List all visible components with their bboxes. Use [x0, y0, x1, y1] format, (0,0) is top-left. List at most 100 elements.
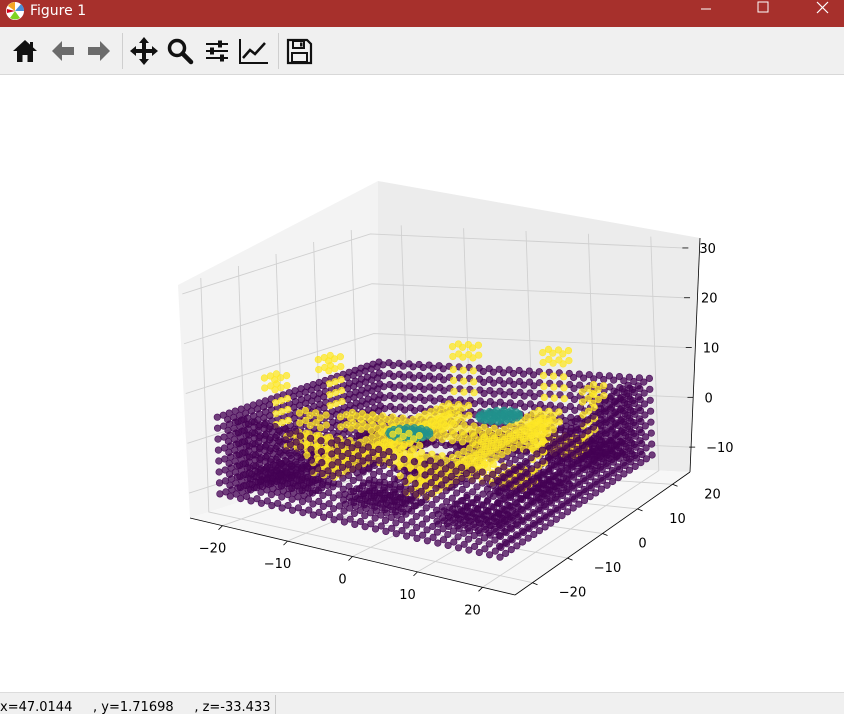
back-button[interactable]: [46, 33, 80, 69]
move-icon: [130, 37, 158, 65]
scatter-point: [367, 509, 375, 517]
scatter-point: [506, 422, 514, 430]
scatter-point: [365, 454, 373, 462]
scatter-point: [530, 382, 538, 390]
scatter-point: [520, 427, 529, 436]
scatter-point: [284, 416, 292, 425]
scatter-point: [588, 389, 596, 397]
save-button[interactable]: [282, 33, 316, 69]
scatter-point: [550, 383, 558, 391]
scatter-point: [546, 497, 554, 505]
scatter-point: [562, 475, 571, 483]
scatter-point: [335, 491, 343, 499]
scatter-point: [519, 370, 528, 378]
pan-button[interactable]: [127, 33, 161, 69]
scatter-point: [337, 376, 345, 384]
y-tick-label: 20: [704, 487, 721, 502]
scatter-point: [493, 436, 501, 444]
close-button[interactable]: [800, 0, 844, 20]
scatter-point: [450, 387, 458, 396]
scatter-point: [215, 479, 224, 487]
scatter-point: [540, 490, 548, 498]
scatter-point: [637, 459, 645, 467]
scatter-point: [470, 531, 478, 540]
maximize-button[interactable]: [741, 0, 785, 20]
scatter-point: [550, 461, 559, 469]
scatter-point: [528, 444, 536, 453]
x-tick-label: −20: [199, 542, 226, 557]
scatter-point: [215, 468, 223, 476]
scatter-point: [332, 400, 340, 408]
scatter-point: [371, 503, 379, 511]
scatter-point: [293, 471, 301, 479]
minimize-button[interactable]: [684, 0, 728, 20]
scatter-point: [565, 357, 573, 365]
forward-button[interactable]: [82, 33, 116, 69]
scatter-point: [413, 523, 421, 532]
scatter-point: [355, 485, 364, 493]
scatter-point: [480, 378, 488, 387]
scatter-point: [318, 459, 326, 467]
scatter-point: [479, 501, 488, 509]
scatter-point: [224, 426, 232, 435]
scatter-point: [568, 482, 577, 490]
scatter-point: [602, 459, 610, 468]
scatter-point: [606, 412, 615, 420]
subplots-button[interactable]: [200, 33, 234, 69]
scatter-point: [234, 418, 242, 426]
3d-scatter-plot[interactable]: −20 −10 0 10 20 −20 −10 0 10 20 −10 0 10 20 30: [0, 75, 844, 692]
scatter-point: [432, 484, 440, 492]
scatter-point: [624, 433, 633, 441]
scatter-point: [485, 540, 493, 548]
scatter-point: [318, 469, 326, 478]
scatter-point: [569, 493, 577, 501]
home-button[interactable]: [8, 33, 42, 69]
z-tick-label: 10: [703, 342, 720, 357]
scatter-point: [490, 503, 498, 511]
scatter-point: [318, 480, 327, 489]
zoom-button[interactable]: [163, 33, 197, 69]
scatter-point: [630, 429, 638, 438]
scatter-point: [465, 546, 473, 554]
scatter-point: [560, 395, 568, 403]
scatter-point: [640, 378, 648, 386]
scatter-point: [524, 534, 532, 542]
scatter-point: [313, 384, 321, 392]
scatter-point: [469, 510, 478, 518]
scatter-point: [412, 512, 420, 521]
scatter-point: [550, 394, 558, 402]
scatter-point: [552, 515, 560, 523]
scatter-point: [464, 425, 472, 433]
scatter-point: [430, 375, 438, 383]
figure-canvas[interactable]: −20 −10 0 10 20 −20 −10 0 10 20 −10 0 10 20 30: [0, 75, 844, 692]
scatter-point: [624, 411, 632, 420]
scatter-point: [634, 382, 642, 390]
scatter-point: [325, 489, 333, 497]
scatter-point: [535, 505, 543, 513]
scatter-point: [360, 479, 368, 487]
scatter-point: [533, 428, 542, 436]
scatter-point: [320, 513, 328, 521]
scatter-point: [475, 351, 483, 359]
scatter-point: [557, 479, 565, 487]
scatter-point: [344, 449, 352, 458]
scatter-point: [380, 473, 388, 481]
scatter-point: [453, 511, 462, 519]
scatter-point: [368, 398, 376, 406]
scatter-point: [502, 417, 510, 425]
scatter-point: [469, 367, 477, 375]
magnifier-icon: [167, 38, 194, 65]
scatter-point: [422, 493, 430, 501]
scatter-point: [438, 435, 446, 443]
scatter-point: [486, 551, 494, 559]
scatter-point: [543, 419, 551, 428]
scatter-point: [496, 553, 504, 561]
scatter-point: [215, 457, 223, 465]
scatter-point: [439, 365, 447, 373]
scatter-point: [459, 366, 467, 374]
scatter-point: [585, 471, 594, 479]
customize-button[interactable]: [237, 33, 271, 69]
scatter-point: [312, 409, 320, 417]
scatter-point: [560, 384, 568, 392]
scatter-point: [473, 483, 481, 491]
